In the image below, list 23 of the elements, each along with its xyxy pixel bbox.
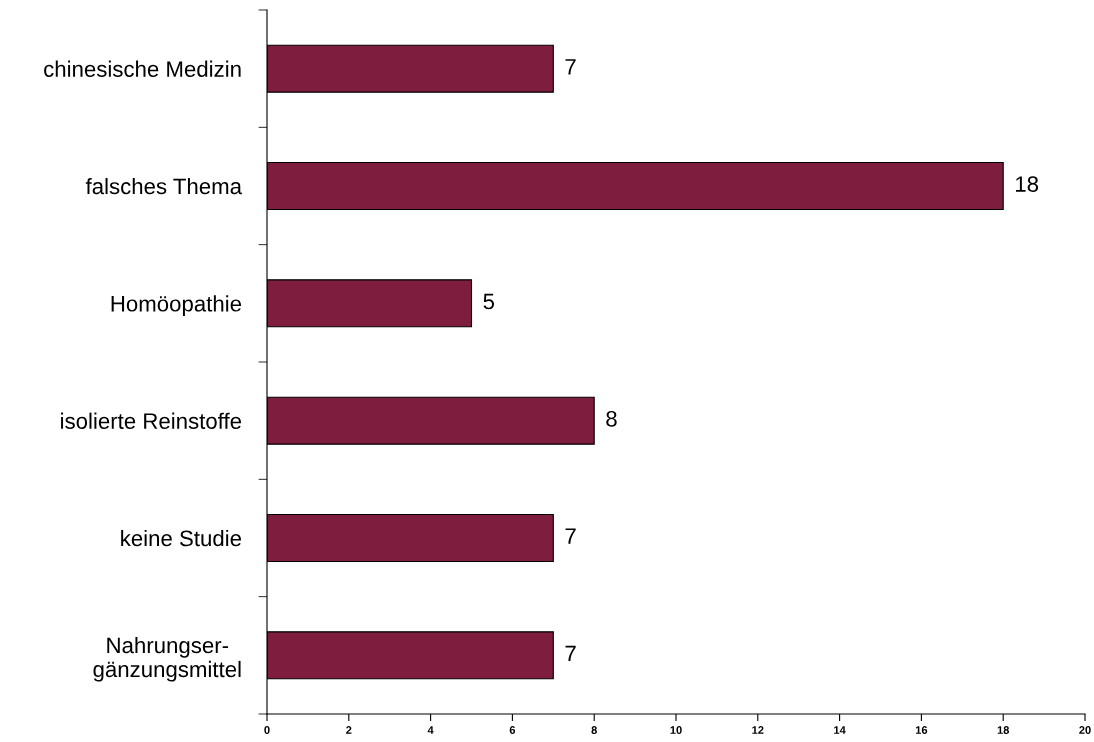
y-tick-label: Homöopathie xyxy=(111,295,242,316)
data-label: 7 xyxy=(565,645,576,662)
y-tick-label: isolierte Reinstoffe xyxy=(61,412,242,429)
data-label: 7 xyxy=(565,528,576,544)
y-tick-label: falsches Thema xyxy=(85,177,243,195)
y-tick-label: Nahrungser- gänzungsmittel xyxy=(93,636,241,682)
x-tick-label: 18 xyxy=(997,726,1010,734)
data-label: 5 xyxy=(483,293,495,310)
x-tick-label: 20 xyxy=(1079,726,1091,734)
x-tick-label: 0 xyxy=(264,726,270,734)
data-label: 18 xyxy=(1016,176,1039,192)
x-tick-label: 2 xyxy=(346,726,352,734)
x-tick-label: 16 xyxy=(915,726,928,734)
y-tick-label: keine Studie xyxy=(121,529,242,547)
x-tick-label: 14 xyxy=(834,726,846,734)
x-tick-label: 6 xyxy=(509,726,516,734)
x-tick-label: 4 xyxy=(427,726,434,734)
x-tick-label: 10 xyxy=(670,726,682,734)
data-label: 7 xyxy=(565,59,576,75)
data-label: 8 xyxy=(606,410,617,427)
y-tick-label: chinesische Medizin xyxy=(44,60,241,77)
x-tick-label: 8 xyxy=(591,726,597,734)
x-tick-label: 12 xyxy=(752,726,764,734)
